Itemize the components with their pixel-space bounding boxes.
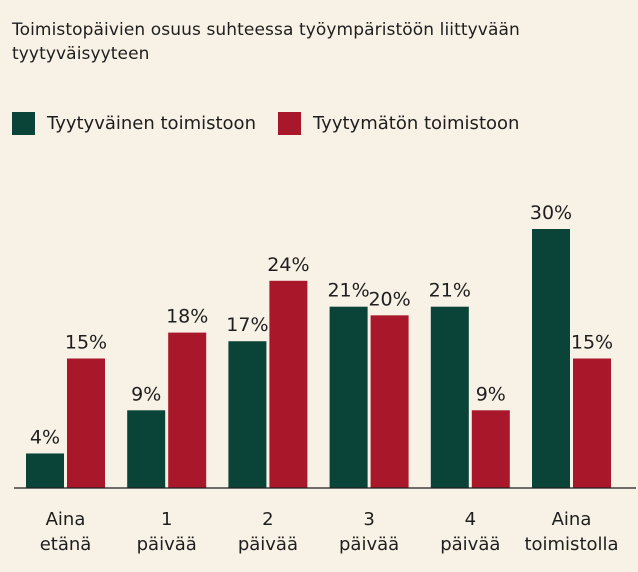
value-label-satisfied-1: 9%	[131, 383, 161, 405]
bar-satisfied-5	[532, 229, 570, 488]
legend-item-satisfied: Tyytyväinen toimistoon	[12, 111, 256, 135]
value-label-satisfied-5: 30%	[530, 202, 572, 224]
value-label-satisfied-4: 21%	[429, 280, 471, 302]
legend-label-dissatisfied: Tyytymätön toimistoon	[312, 112, 520, 134]
value-label-dissatisfied-1: 18%	[166, 306, 208, 328]
value-label-dissatisfied-5: 15%	[571, 332, 613, 354]
category-label-0-1: etänä	[40, 534, 92, 555]
category-label-2-1: päivää	[238, 534, 298, 555]
legend-swatch-satisfied	[12, 111, 35, 135]
category-label-1-1: päivää	[137, 534, 197, 555]
bar-dissatisfied-3	[370, 315, 409, 488]
bar-dissatisfied-1	[168, 332, 207, 488]
category-label-2-0: 2	[262, 509, 273, 530]
value-label-dissatisfied-3: 20%	[368, 288, 410, 310]
category-label-5-0: Aina	[552, 509, 592, 530]
category-label-3-0: 3	[363, 509, 374, 530]
bar-dissatisfied-5	[573, 358, 611, 488]
bar-satisfied-3	[329, 306, 368, 488]
category-label-3-1: päivää	[339, 534, 399, 555]
bar-satisfied-2	[228, 341, 267, 488]
value-label-satisfied-0: 4%	[30, 426, 60, 448]
chart-title: Toimistopäivien osuus suhteessa työympär…	[12, 20, 520, 64]
value-label-dissatisfied-2: 24%	[267, 254, 309, 276]
category-label-0-0: Aina	[46, 509, 86, 530]
bar-dissatisfied-0	[67, 358, 105, 488]
value-label-dissatisfied-4: 9%	[476, 383, 506, 405]
bar-dissatisfied-4	[471, 410, 510, 488]
legend-item-dissatisfied: Tyytymätön toimistoon	[277, 111, 520, 135]
bar-satisfied-0	[26, 453, 64, 488]
value-label-satisfied-2: 17%	[226, 314, 268, 336]
bar-dissatisfied-2	[269, 280, 308, 488]
category-label-4-1: päivää	[440, 534, 500, 555]
value-label-dissatisfied-0: 15%	[65, 332, 107, 354]
legend-label-satisfied: Tyytyväinen toimistoon	[47, 112, 256, 134]
category-label-5-1: toimistolla	[524, 534, 618, 555]
bar-satisfied-1	[127, 410, 166, 488]
category-label-1-0: 1	[161, 509, 172, 530]
category-label-4-0: 4	[465, 509, 476, 530]
bar-satisfied-4	[430, 306, 469, 488]
legend-swatch-dissatisfied	[277, 111, 301, 135]
legend: Tyytyväinen toimistoon Tyytymätön toimis…	[12, 110, 541, 136]
value-label-satisfied-3: 21%	[327, 280, 369, 302]
